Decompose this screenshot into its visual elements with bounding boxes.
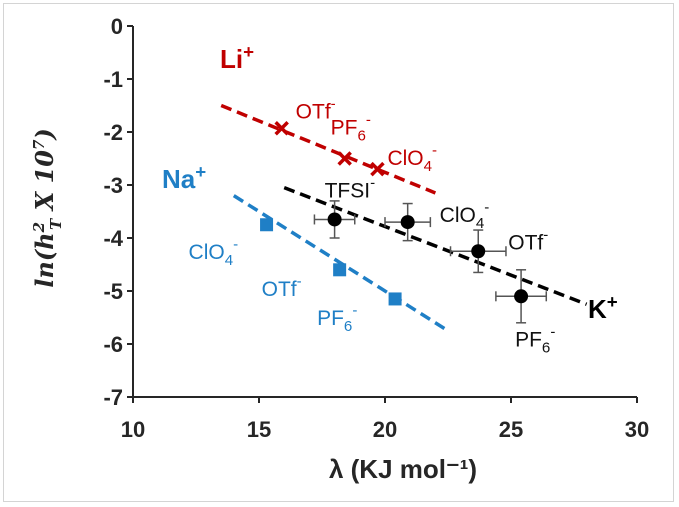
- tick-labels: 0 -1 -2 -3 -4 -5 -6 -7 10 15 20 25 30: [103, 14, 649, 442]
- series-label: Li+: [220, 41, 254, 74]
- data-point: [370, 161, 385, 177]
- y-tick-label: -1: [103, 67, 123, 92]
- y-tick-label: -5: [103, 279, 123, 304]
- point-label: PF6-: [331, 112, 371, 145]
- x-tick-label: 15: [247, 417, 271, 442]
- y-tick-label: -3: [103, 173, 123, 198]
- y-axis-title: ln(h2T X 107): [30, 128, 65, 288]
- x-tick-label: 20: [373, 417, 397, 442]
- x-axis-title: λ (KJ mol⁻¹): [329, 454, 477, 484]
- error-bar: [449, 229, 507, 274]
- data-point: [274, 121, 289, 136]
- data-point: [514, 289, 529, 304]
- point-labels: OTf-PF6-ClO4-ClO4-OTf-PF6-TFSI-ClO4-OTf-…: [189, 95, 556, 356]
- data-markers: [260, 121, 529, 306]
- data-point: [327, 212, 342, 227]
- series-labels: Li+ Na+ K+: [162, 41, 618, 324]
- fit-line: [220, 103, 437, 195]
- x-tick-label: 25: [499, 417, 523, 442]
- series-label: K+: [588, 291, 618, 324]
- data-point: [400, 215, 415, 230]
- point-label: OTf-: [508, 226, 548, 254]
- y-tick-label: -4: [103, 226, 123, 251]
- point-label: PF6-: [317, 302, 357, 335]
- series-label: Na+: [162, 161, 206, 194]
- data-point: [471, 244, 486, 259]
- data-point: [337, 151, 352, 166]
- data-point: [388, 292, 402, 306]
- y-tick-label: -6: [103, 332, 123, 357]
- data-point: [333, 263, 347, 277]
- point-label: OTf-: [262, 273, 302, 301]
- cross-stroke: [274, 121, 289, 136]
- cross-stroke: [337, 151, 352, 166]
- y-tick-label: -7: [103, 385, 123, 410]
- chart-frame: [3, 3, 674, 502]
- fit-line: [232, 194, 449, 333]
- error-bars: [313, 200, 548, 324]
- x-tick-label: 10: [121, 417, 145, 442]
- cross-stroke: [370, 161, 385, 177]
- data-point: [260, 218, 274, 232]
- y-tick-label: 0: [111, 14, 123, 39]
- point-label: ClO4-: [189, 236, 239, 269]
- point-label: TFSI-: [325, 174, 376, 202]
- axes: [127, 25, 638, 403]
- point-label: ClO4-: [440, 199, 490, 232]
- point-label: PF6-: [515, 323, 555, 356]
- y-tick-label: -2: [103, 120, 123, 145]
- x-tick-label: 30: [625, 417, 649, 442]
- point-label: OTf-: [296, 95, 336, 123]
- point-label: ClO4-: [387, 142, 437, 175]
